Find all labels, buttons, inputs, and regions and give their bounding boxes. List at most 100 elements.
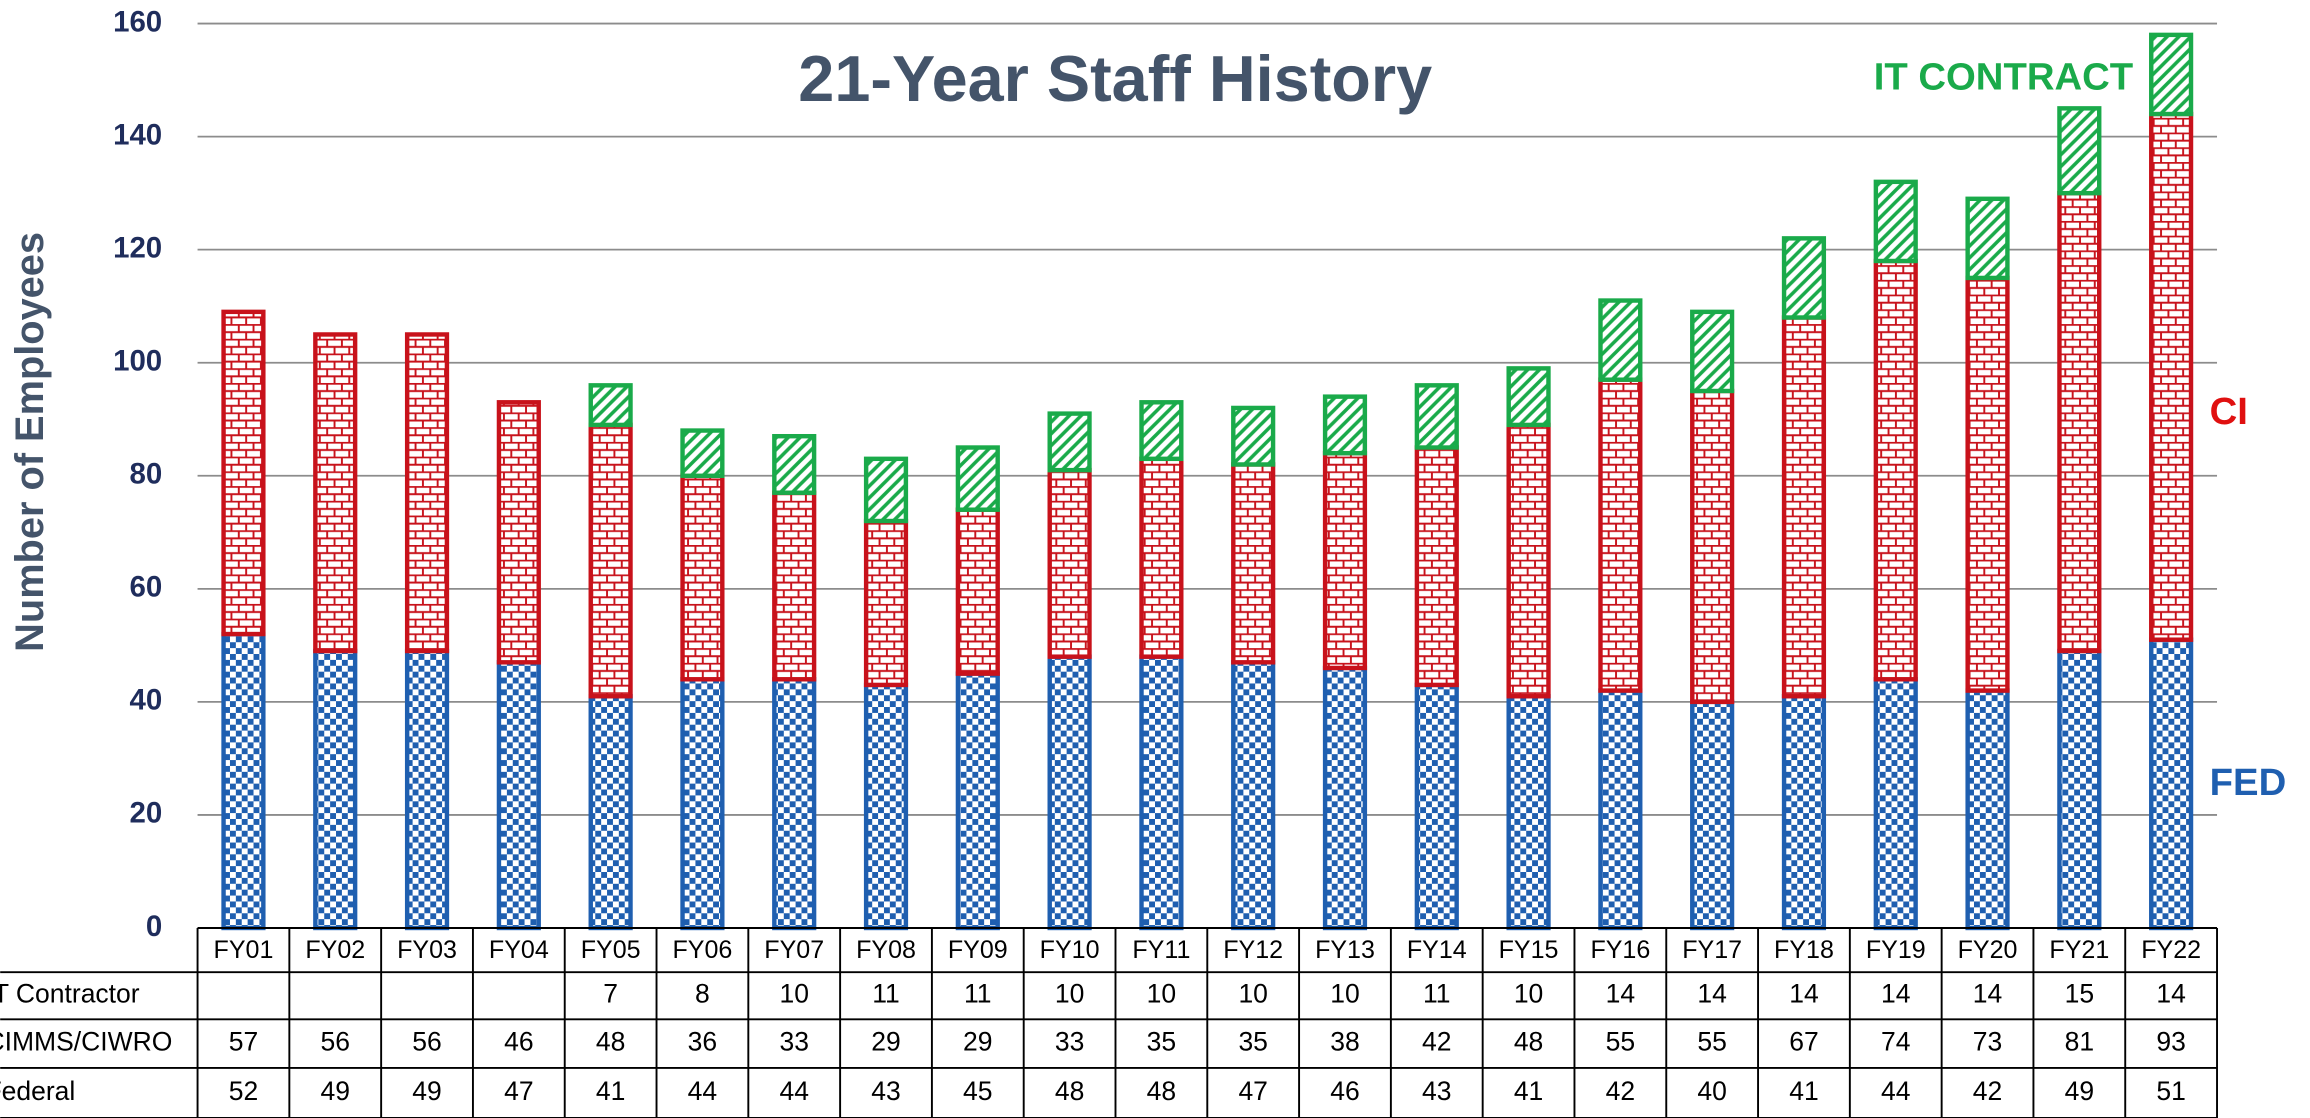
bar-segment <box>955 445 1000 512</box>
bar-segment <box>1231 462 1276 665</box>
y-axis-label: Number of Employees <box>8 232 52 652</box>
table-value: 47 <box>504 1076 533 1106</box>
table-value: 38 <box>1330 1027 1359 1057</box>
bar-segment <box>1322 665 1368 931</box>
bar-segment <box>1781 236 1827 320</box>
bar-segment <box>1047 467 1092 659</box>
x-tick-label: FY15 <box>1499 936 1559 964</box>
table-value: 11 <box>964 979 992 1009</box>
bar-segment <box>2149 111 2194 642</box>
x-tick-label: FY01 <box>214 936 274 964</box>
bar-segment <box>2057 190 2102 654</box>
bar-segment <box>404 648 450 931</box>
bar-segment <box>2149 637 2194 931</box>
bar-segment <box>1231 660 1276 931</box>
table-value: 49 <box>2065 1076 2094 1106</box>
bar-segment <box>1690 699 1735 931</box>
bar-segment <box>221 631 266 931</box>
y-tick-label: 140 <box>113 118 162 151</box>
bar-segment <box>863 682 909 931</box>
y-tick-label: 160 <box>113 5 162 38</box>
table-value: 41 <box>1789 1076 1818 1106</box>
table-value: 57 <box>229 1027 258 1057</box>
x-tick-label: FY08 <box>856 936 916 964</box>
x-tick-label: FY04 <box>489 936 549 964</box>
annotation: IT CONTRACT <box>1874 56 2133 99</box>
bar-segment <box>2149 32 2194 117</box>
table-value: 51 <box>2156 1076 2185 1106</box>
chart-title: 21-Year Staff History <box>798 42 1432 115</box>
table-value: 40 <box>1697 1076 1726 1106</box>
bar-segment <box>772 677 817 931</box>
x-tick-label: FY19 <box>1866 936 1926 964</box>
bar-segment <box>1873 179 1918 264</box>
table-value: 10 <box>1147 979 1176 1009</box>
table-value: 33 <box>1055 1027 1084 1057</box>
y-tick-label: 80 <box>129 458 162 491</box>
bar-segment <box>588 383 633 428</box>
bar-segment <box>1690 388 1735 705</box>
table-value: 41 <box>596 1076 625 1106</box>
y-tick-label: 0 <box>146 910 162 943</box>
bar-segment <box>1139 456 1184 659</box>
table-value: 14 <box>1973 979 2002 1009</box>
y-tick-label: 100 <box>113 345 162 378</box>
bar-segment <box>1047 411 1092 473</box>
bar-segment <box>1965 196 2010 281</box>
table-value: 56 <box>412 1027 441 1057</box>
table-value: 42 <box>1973 1076 2002 1106</box>
table-value: 7 <box>603 979 618 1009</box>
legend-label: Federal <box>0 1076 75 1106</box>
bar-segment <box>680 428 725 478</box>
bar-segment <box>863 518 909 688</box>
x-tick-label: FY11 <box>1132 936 1190 964</box>
bar-segment <box>1231 405 1276 467</box>
table-value: 43 <box>1422 1076 1451 1106</box>
x-tick-label: FY18 <box>1774 936 1834 964</box>
table-value: 10 <box>1330 979 1359 1009</box>
bar-segment <box>1506 366 1551 428</box>
x-tick-label: FY13 <box>1315 936 1375 964</box>
table-value: 43 <box>871 1076 900 1106</box>
x-tick-label: FY10 <box>1040 936 1100 964</box>
table-value: 14 <box>1606 979 1635 1009</box>
table-value: 46 <box>1330 1076 1359 1106</box>
table-value: 73 <box>1973 1027 2002 1057</box>
bar-segment <box>404 332 450 654</box>
x-tick-label: FY03 <box>397 936 457 964</box>
y-tick-label: 120 <box>113 231 162 264</box>
table-value: 10 <box>779 979 808 1009</box>
annotation: CI <box>2210 390 2248 433</box>
table-value: 42 <box>1422 1027 1451 1057</box>
table-value: 10 <box>1238 979 1267 1009</box>
bar-segment <box>1965 275 2010 693</box>
table-value: 55 <box>1697 1027 1726 1057</box>
table-value: 55 <box>1606 1027 1635 1057</box>
y-tick-label: 40 <box>129 684 162 717</box>
bar-segment <box>680 677 725 931</box>
table-value: 44 <box>688 1076 717 1106</box>
table-value: 15 <box>2065 979 2094 1009</box>
table-value: 42 <box>1606 1076 1635 1106</box>
bar-segment <box>1781 694 1827 931</box>
x-tick-label: FY07 <box>764 936 824 964</box>
bar-segment <box>1598 298 1643 382</box>
annotation: FED <box>2210 761 2287 804</box>
bar-segment <box>1047 654 1092 931</box>
legend-label: CIMMS/CIWRO <box>0 1027 172 1057</box>
table-value: 93 <box>2156 1027 2185 1057</box>
y-tick-label: 60 <box>129 571 162 604</box>
table-value: 14 <box>1789 979 1818 1009</box>
table-value: 49 <box>412 1076 441 1106</box>
table-value: 10 <box>1055 979 1084 1009</box>
table-value: 33 <box>779 1027 808 1057</box>
table-value: 47 <box>1238 1076 1267 1106</box>
x-tick-label: FY05 <box>581 936 641 964</box>
bar-segment <box>221 309 266 637</box>
bar-segment <box>1873 677 1918 931</box>
table-value: 48 <box>1147 1076 1176 1106</box>
table-value: 81 <box>2065 1027 2094 1057</box>
table-value: 56 <box>321 1027 350 1057</box>
bar-segment <box>2057 106 2102 196</box>
x-tick-label: FY02 <box>305 936 365 964</box>
